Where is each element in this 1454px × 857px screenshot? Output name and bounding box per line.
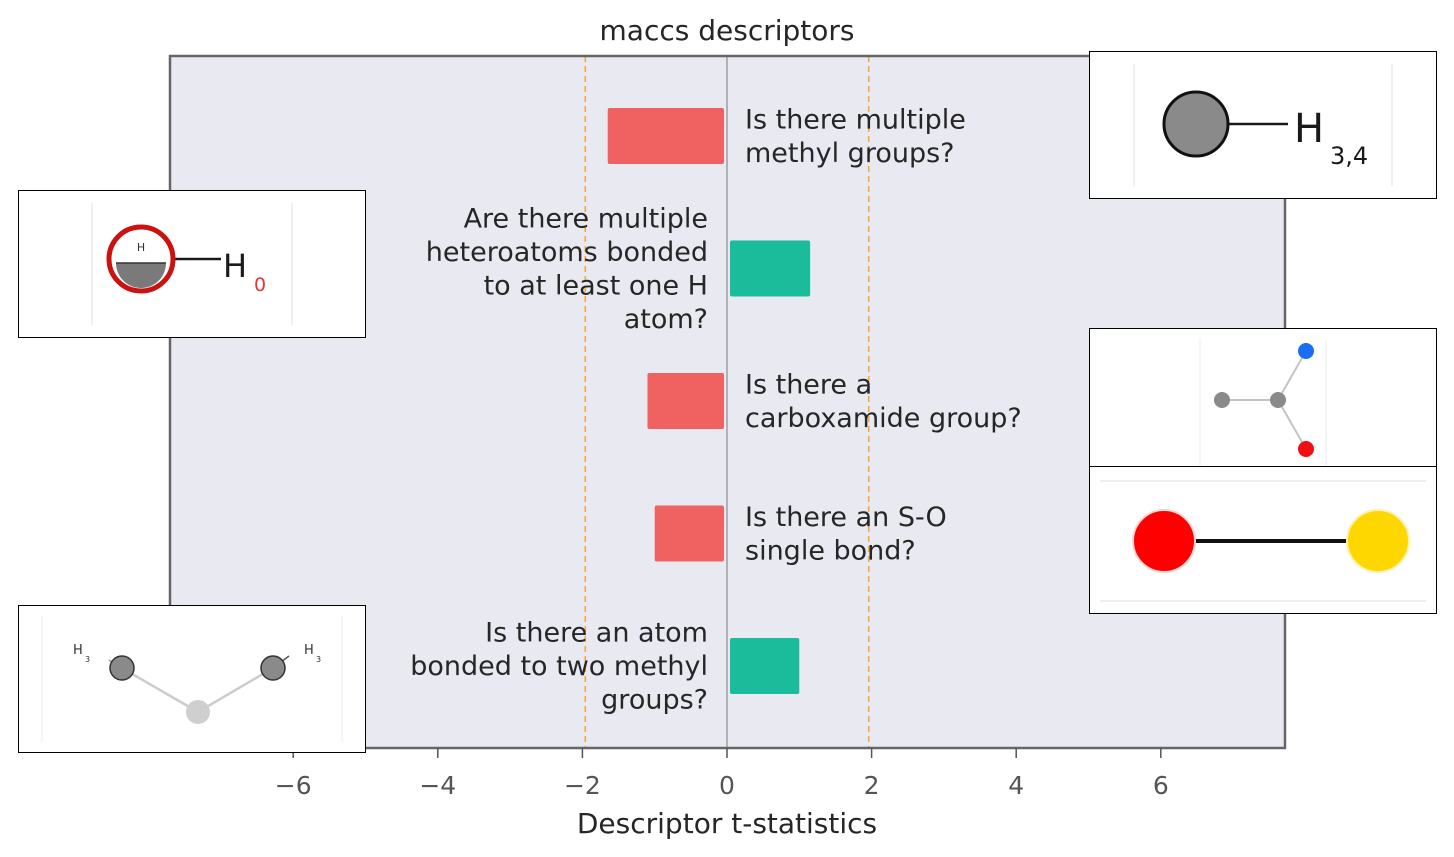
bar <box>730 240 811 297</box>
nitrogen-atom-icon <box>1298 343 1314 359</box>
s-o-bond-structure-inset <box>1089 466 1437 614</box>
methyl-structure-inset: H 3,4 <box>1089 51 1437 199</box>
dimethyl-structure-image: H 3 H 3 <box>41 616 343 742</box>
methyl-h-subscript: 3,4 <box>1330 142 1368 170</box>
carboxamide-structure-image <box>1199 339 1327 467</box>
bar <box>647 373 724 429</box>
bar-label: Is there a carboxamide group? <box>745 369 1022 434</box>
bar-label: Is there multiple methyl groups? <box>745 104 966 169</box>
methyl-h-label: H <box>1294 106 1324 152</box>
x-tick-label: 2 <box>864 771 880 800</box>
bars <box>607 108 811 694</box>
x-tick-label: −6 <box>275 771 312 800</box>
bar <box>607 108 724 164</box>
methyl-carbon-icon <box>109 655 135 681</box>
hydroxyl-atom-h-label: H <box>137 241 145 254</box>
oxygen-atom-icon <box>1298 441 1314 457</box>
x-tick-label: 6 <box>1153 771 1169 800</box>
x-tick-label: −4 <box>419 771 456 800</box>
hydroxyl-structure-image: H H 0 <box>91 203 293 325</box>
carbon-atom-icon <box>1214 392 1230 408</box>
bar-label: Are there multiple heteroatoms bonded to a… <box>426 203 708 335</box>
x-tick-label: −2 <box>564 771 601 800</box>
bar-label: Is there an atom bonded to two methyl grou… <box>410 618 708 716</box>
methyl-carbon-icon <box>260 655 286 681</box>
carboxamide-structure-inset <box>1089 328 1437 470</box>
x-axis-ticks: −6 −4 −2 0 2 4 6 <box>275 748 1169 800</box>
x-axis-label: Descriptor t-statistics <box>577 807 877 840</box>
dimethyl-right-h-subscript: 3 <box>316 655 321 664</box>
dimethyl-right-h-label: H <box>304 643 314 658</box>
oxygen-atom-icon <box>1132 509 1196 573</box>
carbon-atom-icon <box>1162 90 1230 158</box>
dimethyl-left-h-subscript: 3 <box>85 655 90 664</box>
bar <box>654 505 724 562</box>
carbon-atom-icon <box>1270 392 1286 408</box>
bar-label: Is there an S-O single bond? <box>745 502 947 567</box>
central-atom-icon <box>186 700 210 724</box>
bar-labels: Is there multiple methyl groups? Are there… <box>410 104 1022 715</box>
s-o-bond-structure-image <box>1100 480 1426 602</box>
hydroxyl-structure-inset: H H 0 <box>18 190 366 338</box>
hydroxyl-h-subscript: 0 <box>254 274 266 296</box>
hydroxyl-h-label: H <box>223 247 247 285</box>
methyl-structure-image: H 3,4 <box>1133 64 1393 186</box>
x-tick-label: 4 <box>1008 771 1024 800</box>
x-tick-label: 0 <box>719 771 735 800</box>
chart-title: maccs descriptors <box>600 14 855 47</box>
sulfur-atom-icon <box>1346 509 1410 573</box>
bar <box>730 638 800 694</box>
dimethyl-structure-inset: H 3 H 3 <box>18 605 366 753</box>
threshold-lines <box>584 56 870 748</box>
dimethyl-left-h-label: H <box>73 643 83 658</box>
